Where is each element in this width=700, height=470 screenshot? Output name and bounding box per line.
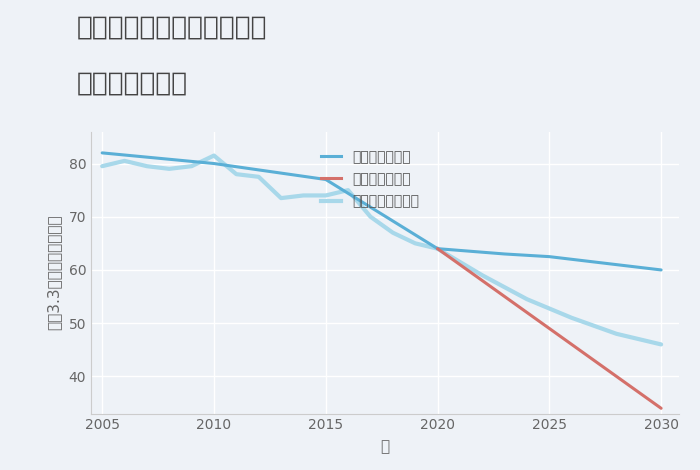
Text: 土地の価格推移: 土地の価格推移 [77,70,188,96]
Y-axis label: 坪（3.3㎡）単価（万円）: 坪（3.3㎡）単価（万円） [47,215,62,330]
Legend: グッドシナリオ, バッドシナリオ, ノーマルシナリオ: グッドシナリオ, バッドシナリオ, ノーマルシナリオ [315,144,425,214]
X-axis label: 年: 年 [380,439,390,454]
Text: 神奈川県綾瀬市寺尾本町の: 神奈川県綾瀬市寺尾本町の [77,14,267,40]
